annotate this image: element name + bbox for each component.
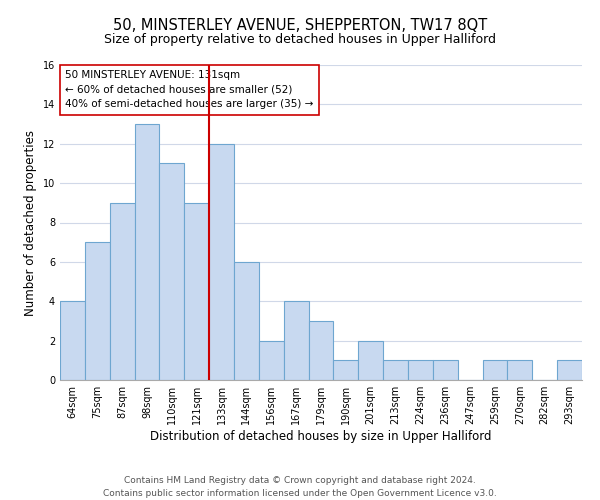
- Bar: [160, 164, 184, 380]
- Y-axis label: Number of detached properties: Number of detached properties: [24, 130, 37, 316]
- Bar: [134, 124, 160, 380]
- Bar: [358, 340, 383, 380]
- Bar: [557, 360, 582, 380]
- Bar: [110, 203, 134, 380]
- Bar: [284, 301, 308, 380]
- Bar: [60, 301, 85, 380]
- Bar: [383, 360, 408, 380]
- Bar: [482, 360, 508, 380]
- Bar: [334, 360, 358, 380]
- Bar: [308, 321, 334, 380]
- Text: 50 MINSTERLEY AVENUE: 131sqm
← 60% of detached houses are smaller (52)
40% of se: 50 MINSTERLEY AVENUE: 131sqm ← 60% of de…: [65, 70, 314, 110]
- Text: Contains HM Land Registry data © Crown copyright and database right 2024.
Contai: Contains HM Land Registry data © Crown c…: [103, 476, 497, 498]
- Bar: [433, 360, 458, 380]
- Bar: [408, 360, 433, 380]
- Bar: [184, 203, 209, 380]
- Bar: [259, 340, 284, 380]
- Bar: [209, 144, 234, 380]
- Text: Size of property relative to detached houses in Upper Halliford: Size of property relative to detached ho…: [104, 32, 496, 46]
- X-axis label: Distribution of detached houses by size in Upper Halliford: Distribution of detached houses by size …: [150, 430, 492, 443]
- Bar: [508, 360, 532, 380]
- Bar: [234, 262, 259, 380]
- Text: 50, MINSTERLEY AVENUE, SHEPPERTON, TW17 8QT: 50, MINSTERLEY AVENUE, SHEPPERTON, TW17 …: [113, 18, 487, 32]
- Bar: [85, 242, 110, 380]
